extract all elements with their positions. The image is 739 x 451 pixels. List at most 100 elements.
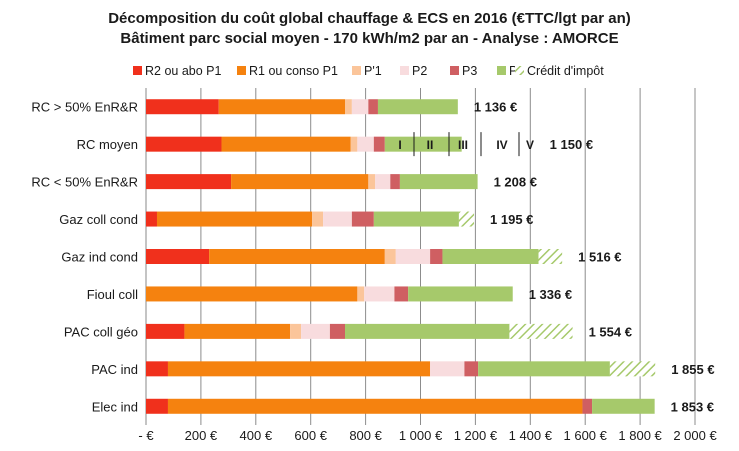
- bar-segment: [351, 211, 374, 227]
- bar-segment: [375, 174, 391, 190]
- annotation-label: III: [458, 138, 468, 152]
- bar-segment: [357, 136, 374, 152]
- bar-segment: [290, 323, 302, 339]
- bar-segment: [146, 361, 168, 377]
- x-tick-label: 1 400 €: [509, 428, 553, 443]
- category-label: Elec ind: [92, 399, 138, 414]
- bar-segment: [464, 361, 479, 377]
- bar-segment: [430, 249, 443, 264]
- bar-segment: [592, 398, 655, 414]
- legend-swatch: [515, 66, 524, 75]
- bar-segment: [301, 323, 330, 339]
- bar-segment: [458, 211, 475, 227]
- bar-segment: [368, 99, 378, 115]
- x-tick-label: 400 €: [240, 428, 273, 443]
- x-tick-label: 600 €: [294, 428, 327, 443]
- bar-segment: [345, 99, 352, 115]
- category-label: PAC coll géo: [64, 324, 138, 339]
- bar-segment: [373, 136, 385, 152]
- bar-segment: [146, 99, 219, 115]
- bar-segment: [209, 249, 385, 264]
- annotation-label: IV: [496, 138, 507, 152]
- bar-segment: [368, 174, 376, 190]
- total-label: 1 855 €: [671, 362, 714, 377]
- category-label: RC moyen: [77, 137, 138, 152]
- bar-segment: [218, 99, 346, 115]
- bar-segment: [394, 286, 409, 302]
- bar-segment: [384, 136, 462, 152]
- total-label: 1 208 €: [494, 175, 537, 190]
- total-label: 1 554 €: [589, 324, 632, 339]
- bar-segment: [384, 249, 396, 264]
- bar-segment: [373, 211, 459, 227]
- annotation-label: II: [427, 138, 434, 152]
- legend-label: P2: [412, 64, 427, 78]
- category-label: Fioul coll: [87, 287, 138, 302]
- bar-segment: [231, 174, 369, 190]
- x-tick-label: 1 000 €: [399, 428, 443, 443]
- bar-segment: [351, 99, 369, 115]
- category-label: RC > 50% EnR&R: [31, 100, 138, 115]
- bar-segment: [538, 249, 563, 264]
- bar-segment: [221, 136, 351, 152]
- bar-segment: [395, 249, 431, 264]
- legend-label: P3: [462, 64, 477, 78]
- annotation-label: I: [398, 138, 401, 152]
- total-label: 1 853 €: [671, 399, 714, 414]
- total-label: 1 336 €: [529, 287, 572, 302]
- annotation-label: V: [526, 138, 534, 152]
- bar-segment: [408, 286, 513, 302]
- bar-segment: [345, 323, 510, 339]
- bar-segment: [609, 361, 656, 377]
- legend-swatch: [352, 66, 361, 75]
- category-label: Gaz coll cond: [59, 212, 138, 227]
- bar-segment: [442, 249, 539, 264]
- chart-subtitle: Bâtiment parc social moyen - 170 kWh/m2 …: [120, 30, 619, 47]
- legend-label: P'1: [364, 64, 382, 78]
- bar-segment: [430, 361, 465, 377]
- x-tick-label: 1 200 €: [454, 428, 498, 443]
- x-tick-label: - €: [138, 428, 154, 443]
- bar-segment: [146, 136, 222, 152]
- bar-segment: [146, 174, 232, 190]
- bar-segment: [146, 323, 185, 339]
- bar-segment: [399, 174, 478, 190]
- bar-segment: [364, 286, 395, 302]
- bar-segment: [509, 323, 573, 339]
- chart-title: Décomposition du coût global chauffage &…: [108, 10, 631, 27]
- x-tick-label: 1 800 €: [618, 428, 662, 443]
- bar-segment: [323, 211, 352, 227]
- bar-segment: [357, 286, 365, 302]
- legend-swatch: [450, 66, 459, 75]
- bar-segment: [146, 286, 358, 302]
- legend-label: R2 ou abo P1: [145, 64, 221, 78]
- total-label: 1 136 €: [474, 100, 517, 115]
- category-label: Gaz ind cond: [61, 250, 138, 265]
- bar-segment: [478, 361, 610, 377]
- category-label: PAC ind: [91, 362, 138, 377]
- x-tick-label: 2 000 €: [673, 428, 717, 443]
- bar-segment: [167, 361, 431, 377]
- legend-label: R1 ou conso P1: [249, 64, 338, 78]
- total-label: 1 516 €: [578, 250, 621, 265]
- legend-swatch: [237, 66, 246, 75]
- x-tick-label: 200 €: [185, 428, 218, 443]
- x-tick-label: 1 600 €: [564, 428, 608, 443]
- category-label: RC < 50% EnR&R: [31, 175, 138, 190]
- legend-swatch: [497, 66, 506, 75]
- bar-segment: [146, 249, 210, 264]
- legend-swatch: [133, 66, 142, 75]
- bar-segment: [582, 398, 593, 414]
- bar-segment: [312, 211, 324, 227]
- legend-swatch: [400, 66, 409, 75]
- bar-segment: [329, 323, 346, 339]
- bar-segment: [146, 211, 157, 227]
- bar-segment: [156, 211, 313, 227]
- bar-segment: [377, 99, 458, 115]
- bar-segment: [146, 398, 168, 414]
- x-tick-label: 800 €: [349, 428, 382, 443]
- legend-label: Crédit d'impôt: [527, 64, 604, 78]
- total-label: 1 195 €: [490, 212, 533, 227]
